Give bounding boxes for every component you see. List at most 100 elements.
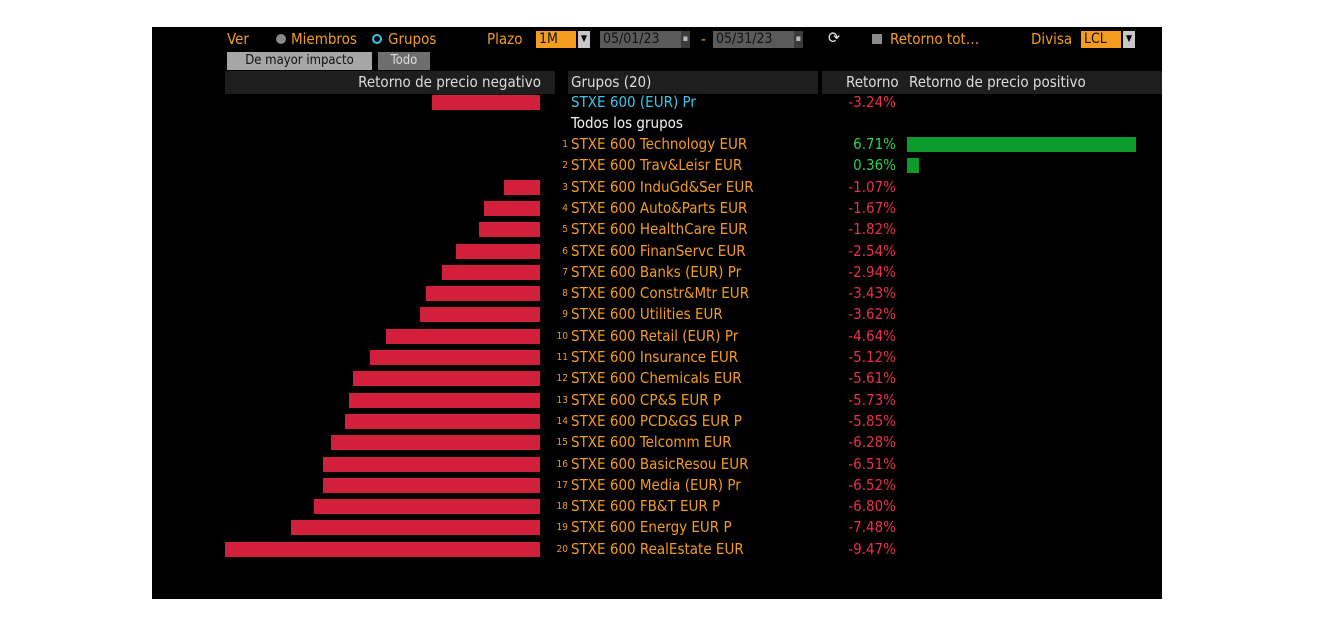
negative-return-bar: [419, 307, 540, 323]
group-rank: 16: [556, 458, 568, 470]
start-date-value: 05/01/23: [603, 31, 660, 47]
group-name: STXE 600 Banks (EUR) Pr: [571, 262, 742, 281]
positive-return-bar: [907, 137, 1136, 152]
period-label: Plazo: [487, 30, 523, 48]
group-rank: 2: [562, 160, 568, 172]
currency-value: LCL: [1084, 31, 1107, 47]
group-return-label: -1.82%: [848, 220, 896, 239]
group-return-label: -5.61%: [848, 369, 896, 388]
benchmark-name: STXE 600 (EUR) Pr: [571, 93, 696, 111]
group-return-label: -5.73%: [848, 390, 896, 409]
group-name: STXE 600 RealEstate EUR: [571, 539, 744, 558]
group-rank: 12: [556, 373, 568, 385]
group-rank: 15: [556, 437, 568, 449]
group-rank: 14: [556, 415, 568, 427]
group-rank: 18: [556, 501, 568, 513]
group-name: STXE 600 Chemicals EUR: [571, 369, 742, 388]
tab-all-label: Todo: [390, 53, 418, 68]
tab-most-impact[interactable]: De mayor impacto: [227, 52, 372, 70]
group-rank: 20: [556, 543, 568, 555]
all-groups-label: Todos los grupos: [571, 114, 683, 132]
group-name: STXE 600 Auto&Parts EUR: [571, 198, 748, 217]
negative-return-bar: [504, 179, 540, 195]
group-return-label: -2.54%: [848, 241, 896, 260]
group-return-label: -2.94%: [848, 262, 896, 281]
negative-return-bar: [225, 541, 540, 557]
currency-label: Divisa: [1031, 30, 1073, 48]
group-rank: 19: [556, 522, 568, 534]
total-return-label[interactable]: Retorno tot…: [890, 30, 980, 48]
currency-select[interactable]: LCL: [1081, 31, 1121, 48]
group-return-label: 0.36%: [853, 156, 896, 175]
group-rank: 7: [562, 266, 568, 278]
benchmark-bar: [432, 95, 540, 110]
group-name: STXE 600 FB&T EUR P: [571, 497, 721, 516]
members-option[interactable]: Miembros: [291, 30, 357, 48]
group-name: STXE 600 Insurance EUR: [571, 348, 739, 366]
groups-header[interactable]: Grupos (20): [568, 71, 818, 94]
group-name: STXE 600 PCD&GS EUR P: [571, 411, 742, 430]
group-return-label: -1.67%: [848, 198, 896, 217]
group-return-label: -6.51%: [848, 454, 896, 473]
group-return-label: -5.85%: [848, 411, 896, 430]
period-select[interactable]: 1M: [536, 31, 576, 48]
negative-return-bar: [349, 392, 540, 408]
negative-return-bar: [425, 286, 540, 302]
group-return-label: -9.47%: [848, 539, 896, 558]
negative-return-bar: [442, 264, 540, 280]
group-name: STXE 600 Utilities EUR: [571, 305, 723, 324]
group-return-label: -6.52%: [848, 475, 896, 494]
end-date-field[interactable]: 05/31/23: [713, 31, 795, 48]
negative-return-bar: [313, 499, 540, 515]
negative-return-bar: [369, 350, 540, 365]
end-date-calendar-icon[interactable]: ▪: [794, 31, 803, 48]
negative-return-bar: [331, 435, 540, 451]
end-date-value: 05/31/23: [716, 31, 773, 47]
group-return-label: -3.62%: [848, 305, 896, 324]
group-name: STXE 600 BasicResou EUR: [571, 454, 749, 473]
group-name: STXE 600 Energy EUR P: [571, 518, 732, 537]
date-separator: -: [701, 30, 706, 48]
negative-return-bar: [484, 200, 540, 216]
total-return-checkbox[interactable]: [872, 34, 882, 44]
group-return-label: -7.48%: [848, 518, 896, 537]
group-name: STXE 600 HealthCare EUR: [571, 220, 748, 239]
group-return-label: -4.64%: [848, 326, 896, 345]
groups-option[interactable]: Grupos: [388, 30, 437, 48]
negative-return-bar: [291, 520, 540, 536]
return-header-label[interactable]: Retorno: [846, 73, 899, 91]
group-name: STXE 600 FinanServc EUR: [571, 241, 746, 260]
tab-most-impact-label: De mayor impacto: [245, 53, 354, 68]
group-return-label: -1.07%: [848, 177, 896, 196]
group-name: STXE 600 Retail (EUR) Pr: [571, 326, 739, 345]
group-rank: 5: [562, 224, 568, 236]
negative-return-header: Retorno de precio negativo: [225, 71, 555, 94]
group-rank: 3: [562, 181, 568, 193]
start-date-field[interactable]: 05/01/23: [600, 31, 682, 48]
negative-return-header-label: Retorno de precio negativo: [358, 73, 541, 91]
group-rank: 6: [562, 245, 568, 257]
group-name: STXE 600 Technology EUR: [571, 135, 748, 153]
group-name: STXE 600 Trav&Leisr EUR: [571, 156, 743, 175]
tab-all[interactable]: Todo: [378, 52, 430, 70]
group-rank: 10: [556, 330, 568, 342]
group-return-label: 6.71%: [853, 135, 896, 153]
start-date-calendar-icon[interactable]: ▪: [681, 31, 690, 48]
group-name: STXE 600 CP&S EUR P: [571, 390, 722, 409]
view-label: Ver: [227, 30, 249, 48]
members-radio-icon[interactable]: [276, 34, 286, 44]
negative-return-bar: [353, 371, 540, 387]
currency-dropdown-icon[interactable]: ▼: [1123, 31, 1135, 48]
group-name: STXE 600 Constr&Mtr EUR: [571, 284, 750, 303]
negative-return-bar: [479, 222, 540, 238]
groups-radio-icon[interactable]: [372, 34, 382, 44]
returns-monitor-panel: Ver Miembros Grupos Plazo 1M ▼ 05/01/23 …: [152, 27, 1162, 599]
group-rank: 9: [562, 309, 568, 321]
period-dropdown-icon[interactable]: ▼: [578, 31, 590, 48]
positive-return-header: Retorno Retorno de precio positivo: [822, 71, 1162, 94]
negative-return-bar: [455, 243, 540, 259]
refresh-icon[interactable]: ⟳: [828, 28, 841, 47]
negative-return-bar: [323, 477, 540, 493]
group-rank: 1: [562, 139, 568, 150]
group-rank: 11: [556, 352, 568, 363]
